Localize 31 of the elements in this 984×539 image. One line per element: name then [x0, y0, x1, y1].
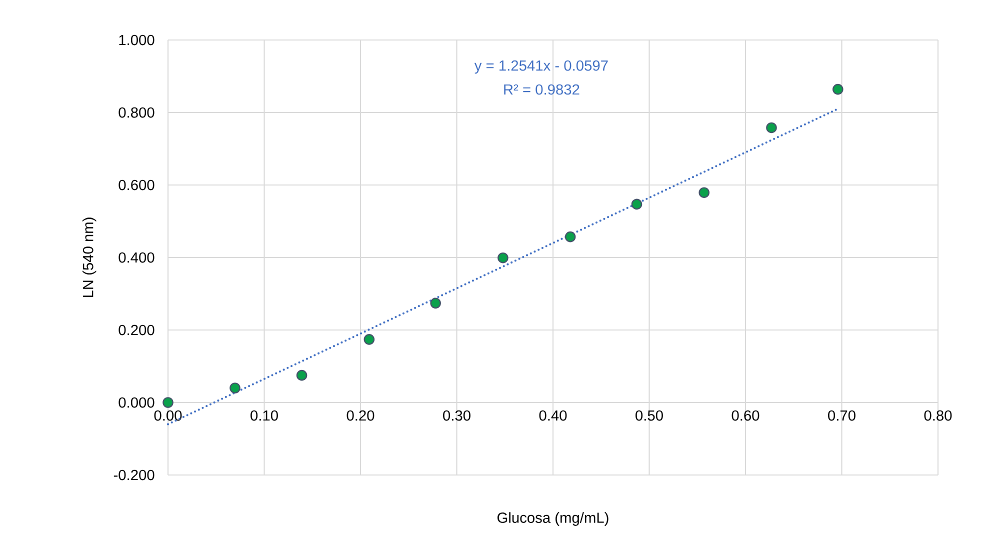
x-tick-label: 0.50 — [636, 410, 663, 421]
x-tick-label: 0.30 — [443, 410, 470, 421]
x-tick-label: 0.00 — [154, 410, 182, 421]
y-tick-label: 0.200 — [118, 324, 154, 336]
point — [430, 298, 441, 309]
point — [832, 84, 844, 95]
x-tick-label: 0.70 — [828, 410, 856, 421]
x-tick-label: 0.20 — [346, 410, 374, 421]
x-axis-title: Glucosa (mg/mL) — [498, 512, 608, 526]
point — [364, 334, 375, 345]
point — [564, 231, 576, 242]
point — [631, 198, 642, 210]
annotation: y = 1.2541x - 0.0597 — [474, 60, 608, 74]
x-tick-label: 0.10 — [250, 410, 278, 421]
point — [698, 187, 710, 198]
y-tick-label: 0.000 — [118, 397, 154, 408]
y-tick-label: 1.000 — [119, 34, 154, 46]
y-tick-label: 0.800 — [118, 107, 154, 118]
point — [296, 370, 308, 381]
y-tick-label: 0.600 — [118, 180, 154, 190]
annotation: R² = 0.9832 — [504, 84, 580, 95]
point — [498, 252, 508, 264]
point — [766, 122, 777, 134]
y-tick-label: 0.400 — [118, 252, 154, 263]
x-tick-label: 0.60 — [732, 410, 760, 421]
point — [162, 397, 174, 408]
y-axis-title: LN (540 nm) — [82, 218, 96, 298]
y-tick-label: -0.200 — [114, 470, 154, 480]
x-tick-label: 0.40 — [539, 410, 567, 421]
x-tick-label: 0.80 — [924, 410, 952, 421]
point — [230, 382, 240, 394]
